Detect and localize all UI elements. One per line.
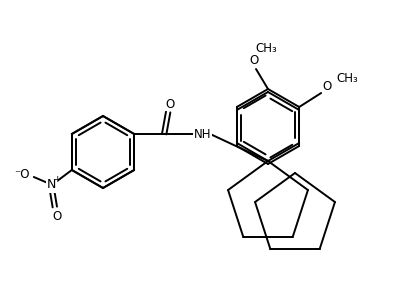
Text: NH: NH — [193, 128, 211, 140]
Text: O: O — [52, 209, 61, 223]
Text: O: O — [323, 81, 332, 93]
Text: O: O — [166, 98, 175, 110]
Text: CH₃: CH₃ — [255, 43, 277, 55]
Text: N: N — [47, 178, 57, 192]
Text: O: O — [249, 55, 259, 67]
Text: ⁻O: ⁻O — [14, 168, 30, 182]
Text: CH₃: CH₃ — [336, 72, 358, 86]
Text: +: + — [53, 175, 61, 185]
